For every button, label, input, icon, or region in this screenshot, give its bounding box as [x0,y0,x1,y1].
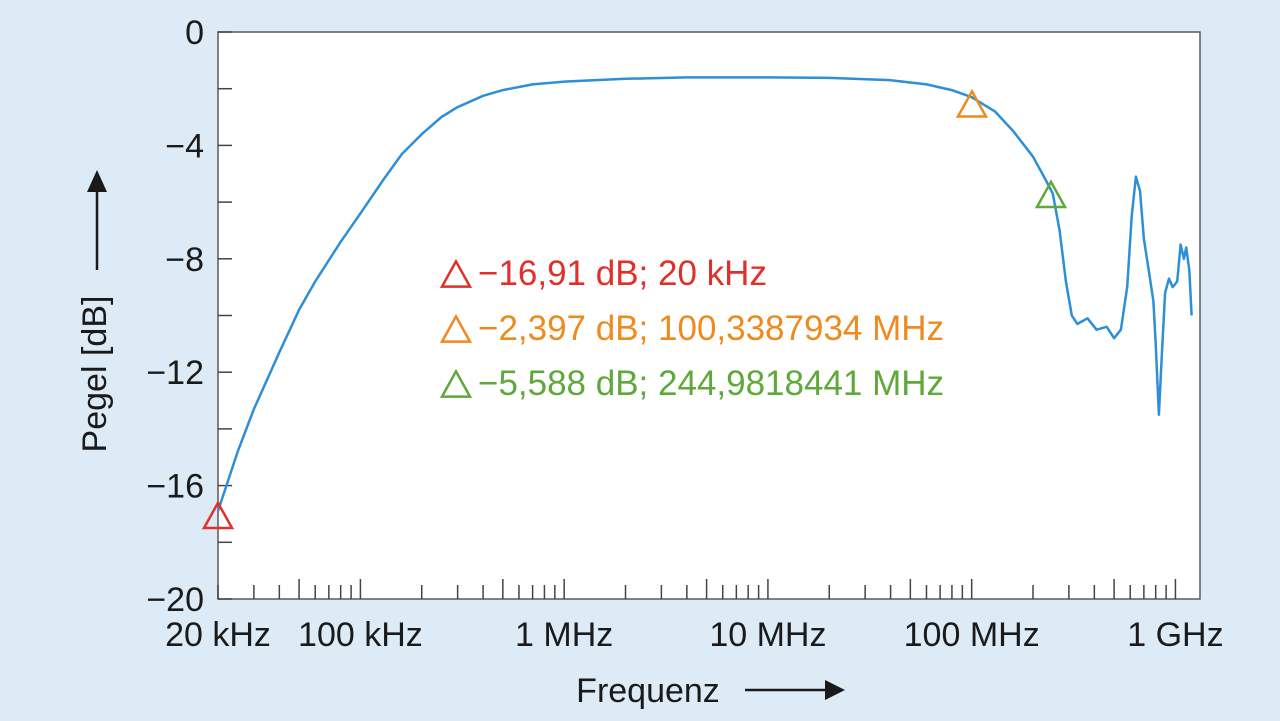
marker-triangle [201,500,235,530]
y-tick-label: −20 [146,581,204,619]
legend-triangle [439,258,473,288]
y-tick-label: 0 [185,14,204,52]
legend-entry: −2,397 dB; 100,3387934 MHz [478,309,944,348]
x-tick-label: 100 kHz [298,616,423,654]
y-axis-title: Pegel [dB] [76,296,114,453]
legend-triangle [439,313,473,343]
legend-triangle [439,368,473,398]
x-tick-label: 1 MHz [515,616,613,654]
x-axis-title: Frequenz [576,672,720,710]
y-tick-label: −8 [165,241,204,279]
y-tick-label: −4 [165,127,204,165]
marker-layer: −16,91 dB; 20 kHz −2,397 dB; 100,3387934 … [201,88,1068,530]
plot-area [217,31,1201,600]
x-tick-label: 20 kHz [165,616,271,654]
x-tick-label: 10 MHz [709,616,826,654]
y-tick-label: −16 [146,468,204,506]
x-tick-label: 1 GHz [1127,616,1223,654]
legend-entry: −16,91 dB; 20 kHz [478,254,767,293]
marker-triangle [1034,179,1068,209]
marker-triangle [955,88,989,118]
x-tick-label: 100 MHz [904,616,1040,654]
y-axis-arrow [87,170,107,270]
x-axis-arrow [745,680,845,700]
y-tick-label: −12 [146,354,204,392]
legend-entry: −5,588 dB; 244,9818441 MHz [478,364,944,403]
